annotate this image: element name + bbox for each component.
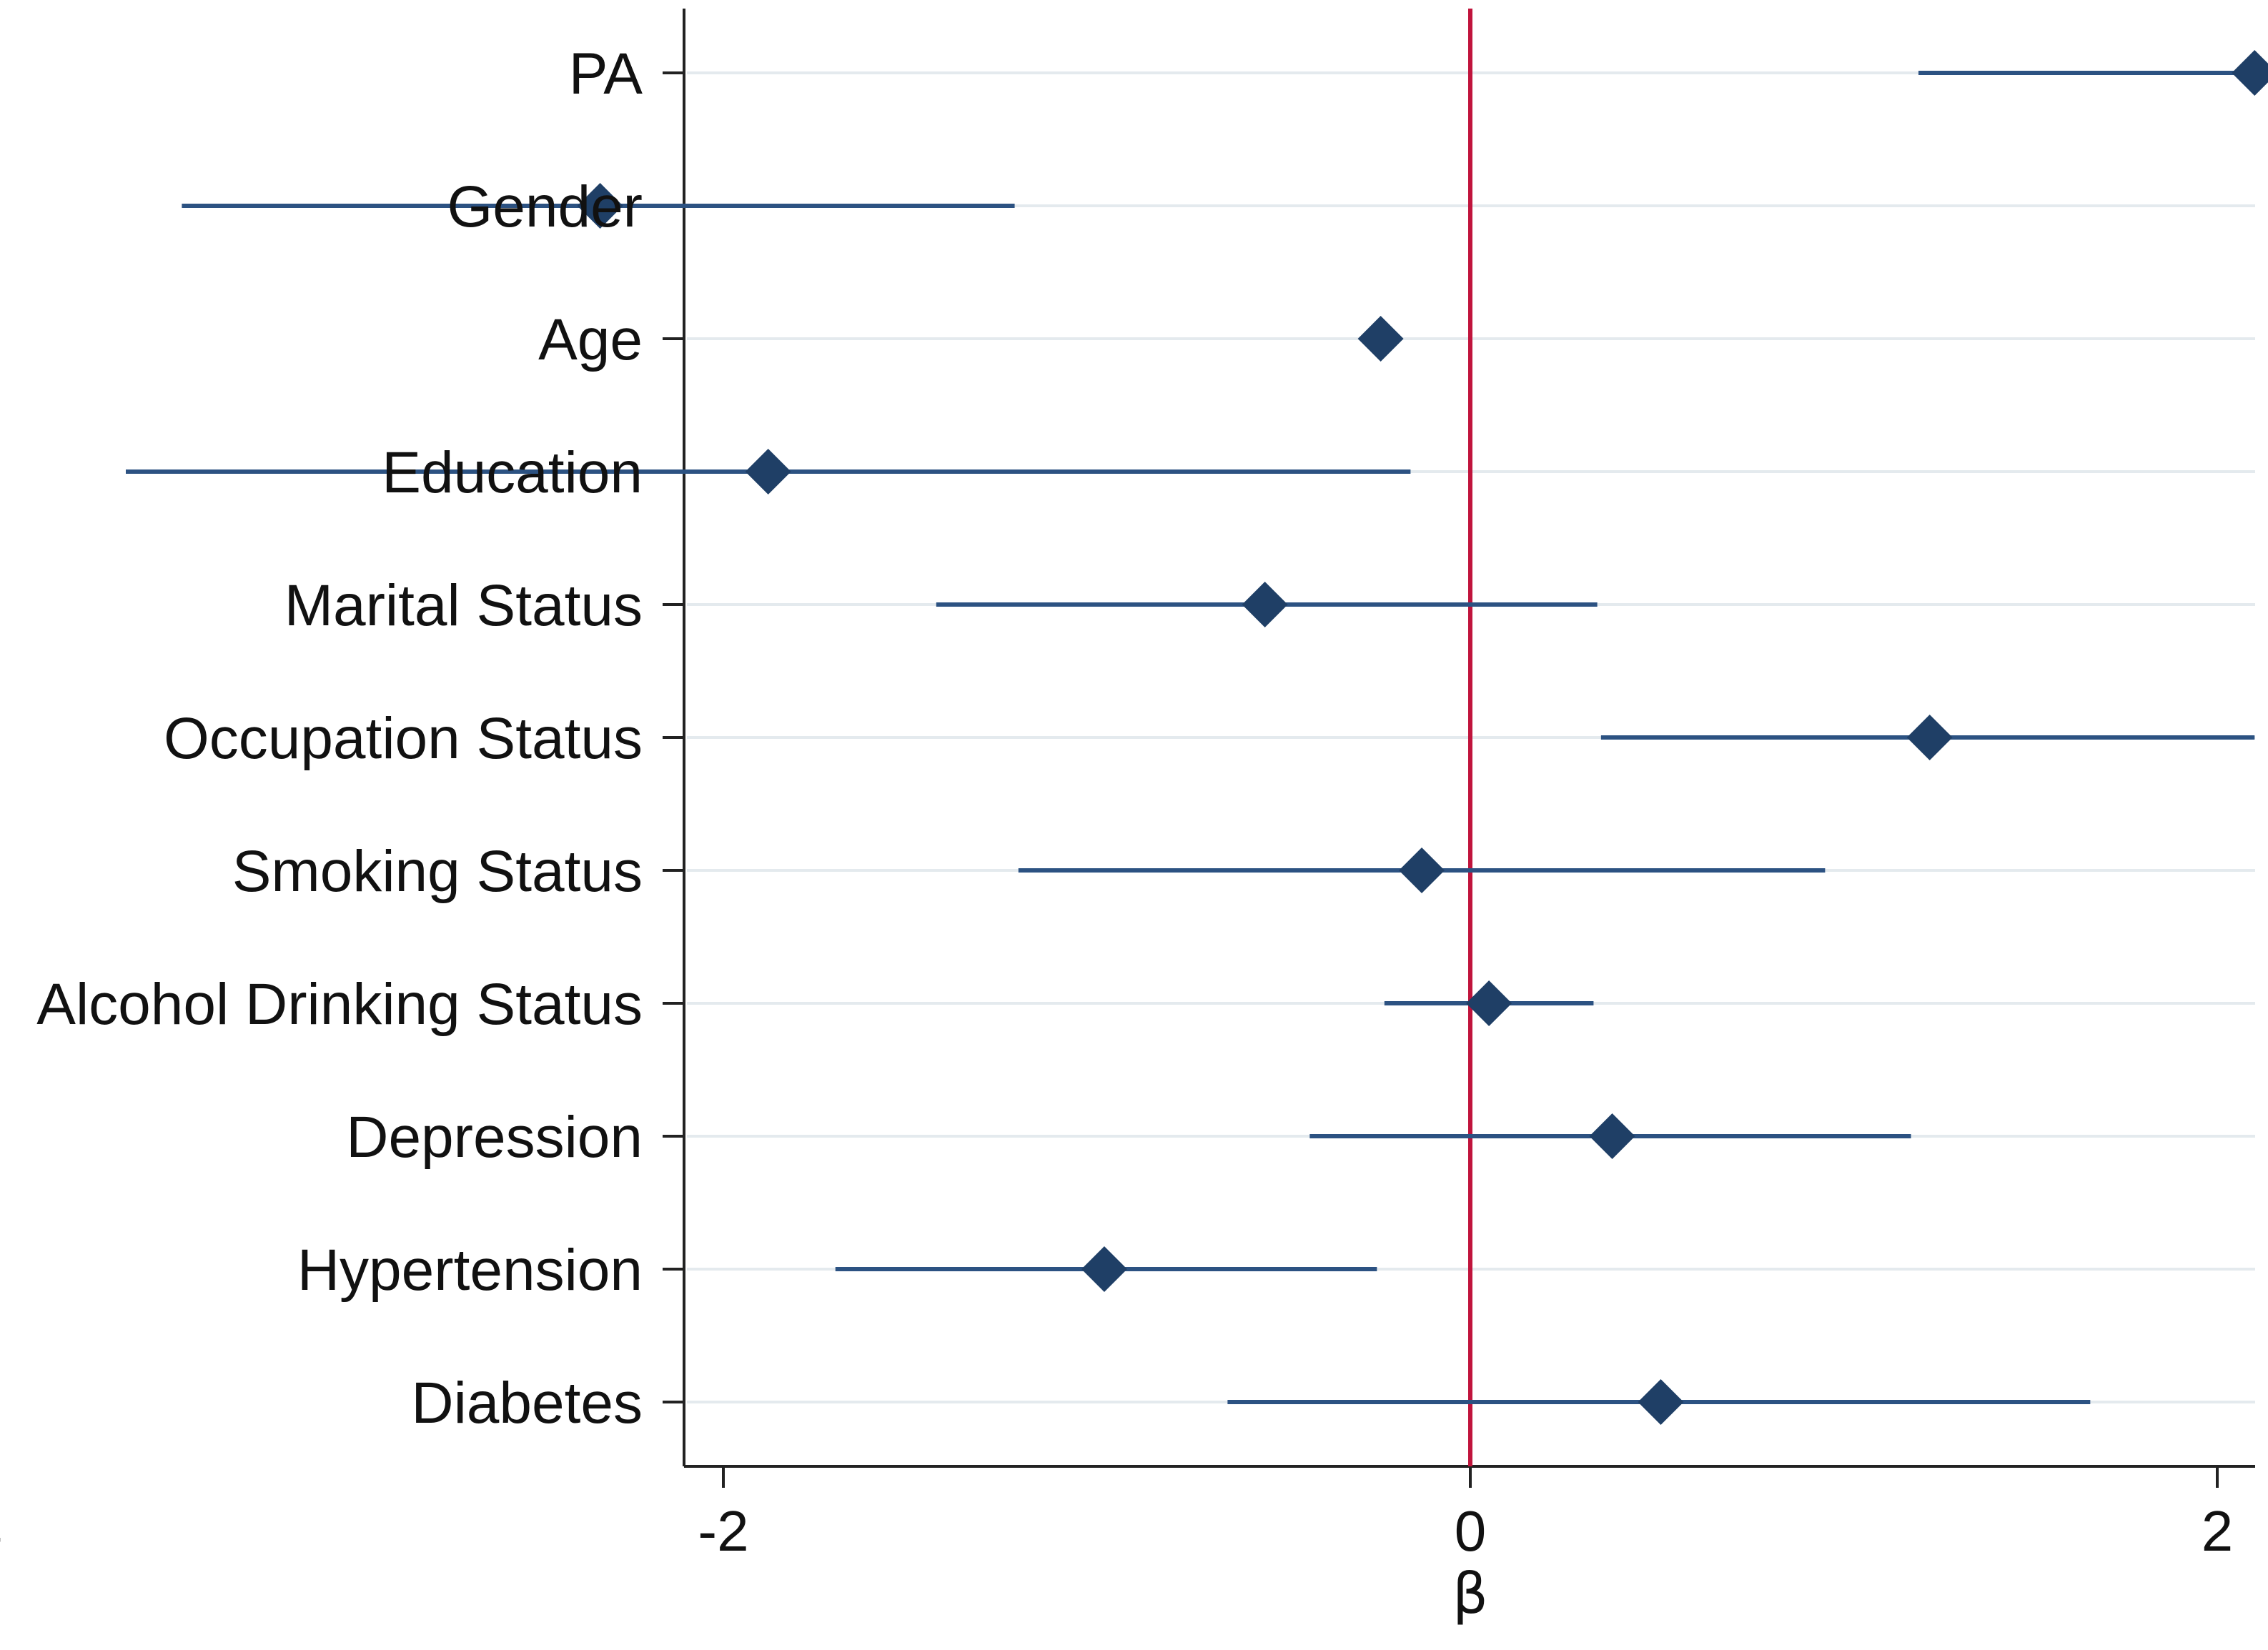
row-label: PA (569, 41, 643, 106)
row-label: Smoking Status (232, 839, 643, 904)
point-estimate-marker (1466, 980, 1512, 1026)
x-tick-labels: -4-2024 (0, 1499, 2234, 1563)
point-estimate-marker (1399, 848, 1445, 893)
row-label: Gender (447, 174, 643, 239)
point-estimate-marker (1906, 715, 1953, 760)
row-label: Age (538, 307, 643, 372)
point-estimate-marker (1589, 1113, 1635, 1159)
row-label: Diabetes (411, 1371, 643, 1436)
point-estimate-marker (2232, 50, 2268, 96)
row-label: Alcohol Drinking Status (36, 972, 643, 1037)
x-tick-label: 2 (2202, 1499, 2234, 1563)
row-labels: PA Gender Age Education Marital Status Occupa… (36, 41, 643, 1436)
x-tick-label: -2 (698, 1499, 748, 1563)
row-label: Depression (346, 1105, 643, 1170)
row-label: Marital Status (284, 573, 643, 638)
point-estimates (577, 50, 2268, 1425)
point-estimate-marker (1357, 316, 1404, 362)
row-label: Hypertension (297, 1238, 643, 1303)
x-tick-label: 0 (1455, 1499, 1487, 1563)
point-estimate-marker (1242, 582, 1288, 627)
row-label: Occupation Status (164, 706, 643, 771)
row-label: Education (382, 440, 643, 505)
point-estimate-marker (1638, 1379, 1684, 1425)
x-axis-title: β (1452, 1562, 1488, 1626)
point-estimate-marker (577, 183, 623, 229)
point-estimate-marker (1081, 1246, 1127, 1292)
point-estimate-marker (745, 449, 791, 494)
x-tick-label: -4 (0, 1499, 2, 1563)
